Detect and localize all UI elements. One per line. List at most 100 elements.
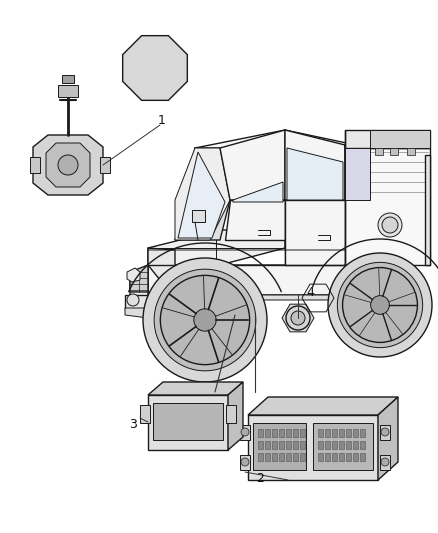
Polygon shape: [226, 405, 236, 423]
Polygon shape: [240, 425, 250, 440]
Polygon shape: [127, 268, 140, 282]
Polygon shape: [346, 453, 351, 461]
Circle shape: [241, 458, 249, 466]
Polygon shape: [33, 135, 103, 195]
Polygon shape: [195, 130, 370, 200]
Polygon shape: [240, 455, 250, 470]
Polygon shape: [125, 308, 148, 318]
Polygon shape: [62, 75, 74, 83]
Polygon shape: [140, 405, 150, 423]
Polygon shape: [282, 304, 314, 332]
Polygon shape: [148, 265, 405, 295]
Polygon shape: [287, 148, 343, 200]
Polygon shape: [285, 200, 345, 265]
Polygon shape: [360, 453, 365, 461]
Circle shape: [382, 217, 398, 233]
Polygon shape: [345, 148, 370, 200]
Polygon shape: [148, 295, 385, 300]
Circle shape: [241, 428, 249, 436]
Polygon shape: [233, 182, 283, 202]
Text: 3: 3: [129, 418, 137, 432]
Polygon shape: [300, 441, 305, 449]
Polygon shape: [325, 453, 330, 461]
Polygon shape: [265, 429, 270, 437]
Polygon shape: [148, 230, 285, 265]
Polygon shape: [360, 441, 365, 449]
Polygon shape: [153, 403, 223, 440]
Polygon shape: [318, 441, 323, 449]
Polygon shape: [248, 397, 398, 415]
Circle shape: [337, 262, 423, 348]
Polygon shape: [345, 148, 430, 265]
Polygon shape: [285, 130, 345, 200]
Polygon shape: [407, 148, 415, 155]
Polygon shape: [346, 429, 351, 437]
Polygon shape: [272, 429, 277, 437]
Circle shape: [154, 269, 256, 371]
Text: 2: 2: [256, 472, 264, 484]
Polygon shape: [100, 157, 110, 173]
Polygon shape: [272, 453, 277, 461]
Polygon shape: [339, 441, 344, 449]
Polygon shape: [265, 441, 270, 449]
Polygon shape: [380, 425, 390, 440]
Polygon shape: [148, 395, 228, 450]
Polygon shape: [286, 453, 291, 461]
Polygon shape: [339, 453, 344, 461]
Polygon shape: [279, 441, 284, 449]
Polygon shape: [390, 148, 398, 155]
Polygon shape: [339, 429, 344, 437]
Polygon shape: [175, 148, 230, 240]
Polygon shape: [375, 148, 383, 155]
Polygon shape: [346, 441, 351, 449]
Circle shape: [378, 213, 402, 237]
Polygon shape: [318, 453, 323, 461]
Circle shape: [194, 309, 216, 331]
Circle shape: [160, 276, 250, 365]
Circle shape: [371, 296, 389, 314]
Polygon shape: [353, 441, 358, 449]
Polygon shape: [300, 453, 305, 461]
Polygon shape: [370, 130, 430, 148]
Polygon shape: [332, 441, 337, 449]
Polygon shape: [345, 130, 430, 148]
Polygon shape: [286, 441, 291, 449]
Polygon shape: [30, 157, 40, 173]
Circle shape: [343, 268, 417, 342]
Polygon shape: [192, 210, 205, 222]
Circle shape: [328, 253, 432, 357]
Polygon shape: [58, 85, 78, 97]
Polygon shape: [293, 429, 298, 437]
Polygon shape: [313, 423, 373, 470]
Text: 1: 1: [158, 114, 166, 126]
Circle shape: [58, 155, 78, 175]
Polygon shape: [360, 429, 365, 437]
Polygon shape: [175, 148, 230, 240]
Polygon shape: [178, 152, 225, 238]
Circle shape: [381, 458, 389, 466]
Polygon shape: [300, 429, 305, 437]
Polygon shape: [248, 415, 378, 480]
Polygon shape: [425, 155, 430, 265]
Polygon shape: [258, 429, 263, 437]
Polygon shape: [148, 382, 243, 395]
Polygon shape: [378, 397, 398, 480]
Polygon shape: [380, 455, 390, 470]
Polygon shape: [279, 429, 284, 437]
Polygon shape: [265, 453, 270, 461]
Polygon shape: [258, 453, 263, 461]
Polygon shape: [225, 200, 285, 240]
Polygon shape: [345, 145, 370, 200]
Polygon shape: [293, 441, 298, 449]
Polygon shape: [130, 265, 148, 292]
Polygon shape: [148, 248, 175, 280]
Polygon shape: [228, 382, 243, 450]
Polygon shape: [253, 423, 306, 470]
Polygon shape: [125, 295, 148, 310]
Polygon shape: [353, 453, 358, 461]
Polygon shape: [332, 453, 337, 461]
Polygon shape: [258, 441, 263, 449]
Polygon shape: [220, 130, 285, 200]
Circle shape: [143, 258, 267, 382]
Polygon shape: [130, 265, 148, 300]
